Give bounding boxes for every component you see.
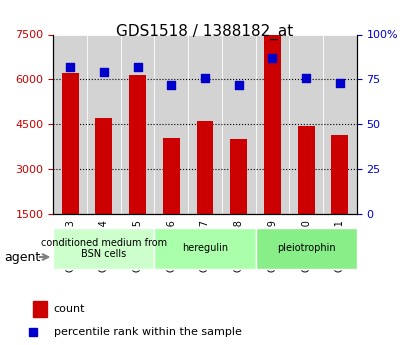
Bar [263, 26, 280, 214]
FancyBboxPatch shape [289, 34, 322, 214]
Bar [330, 135, 347, 214]
Point [336, 80, 342, 86]
Text: heregulin: heregulin [182, 244, 227, 253]
Text: percentile rank within the sample: percentile rank within the sample [54, 327, 241, 337]
FancyBboxPatch shape [120, 34, 154, 214]
Text: count: count [54, 304, 85, 314]
Bar [162, 138, 179, 214]
FancyBboxPatch shape [87, 34, 120, 214]
Bar [62, 73, 79, 214]
FancyBboxPatch shape [53, 228, 154, 269]
Text: pleiotrophin: pleiotrophin [276, 244, 335, 253]
FancyBboxPatch shape [154, 34, 188, 214]
Point [268, 55, 275, 61]
Text: agent: agent [4, 250, 40, 264]
FancyBboxPatch shape [221, 34, 255, 214]
FancyBboxPatch shape [322, 34, 356, 214]
FancyBboxPatch shape [53, 34, 87, 214]
Text: GDS1518 / 1388182_at: GDS1518 / 1388182_at [116, 24, 293, 40]
Point [201, 75, 208, 80]
Point [235, 82, 241, 88]
Bar [95, 118, 112, 214]
Text: conditioned medium from
BSN cells: conditioned medium from BSN cells [41, 238, 166, 259]
Point [302, 75, 309, 80]
FancyBboxPatch shape [255, 34, 289, 214]
FancyBboxPatch shape [255, 228, 356, 269]
Bar [33, 301, 47, 317]
Bar [196, 121, 213, 214]
FancyBboxPatch shape [188, 34, 221, 214]
FancyBboxPatch shape [154, 228, 255, 269]
Point [100, 69, 107, 75]
Bar [129, 75, 146, 214]
Point [67, 64, 73, 70]
Point [168, 82, 174, 88]
Point [134, 64, 141, 70]
Bar [230, 139, 247, 214]
Bar [297, 126, 314, 214]
